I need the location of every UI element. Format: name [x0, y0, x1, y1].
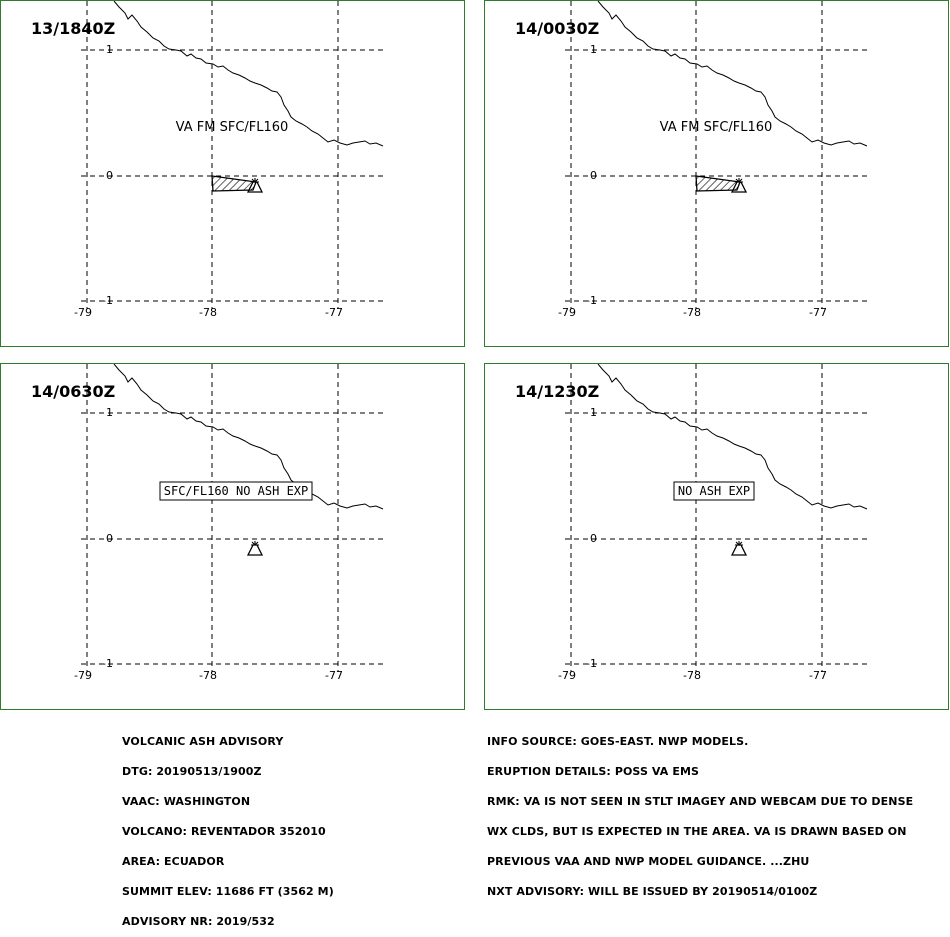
longitude-label: -79 — [74, 306, 92, 319]
volcano-icon — [730, 541, 748, 556]
coastline — [113, 364, 384, 510]
footer-left-line: VAAC: WASHINGTON — [122, 795, 251, 808]
longitude-label: -78 — [683, 306, 701, 319]
longitude-label: -78 — [683, 669, 701, 682]
ash-cloud-polygon — [695, 175, 741, 192]
map-canvas: 1 0 -1 -79 -78 -77 NO ASH EXP — [558, 364, 870, 682]
footer-left-line: VOLCANO: REVENTADOR 352010 — [122, 825, 326, 838]
latitude-label: 1 — [106, 43, 113, 56]
latitude-label: 1 — [590, 43, 597, 56]
map-panel: 1 0 -1 -79 -78 -77 VA FM SFC/FL160 14/0030Z — [484, 0, 949, 347]
map-panel: 1 0 -1 -79 -78 -77 VA FM SFC/FL160 13/1840Z — [0, 0, 465, 347]
panel-valid-time: 14/0630Z — [31, 382, 116, 401]
footer-right-line: WX CLDS, BUT IS EXPECTED IN THE AREA. VA… — [487, 825, 907, 838]
longitude-label: -79 — [558, 306, 576, 319]
longitude-label: -77 — [325, 306, 343, 319]
map-canvas: 1 0 -1 -79 -78 -77 SFC/FL160 NO ASH EXP — [74, 364, 386, 682]
forecast-label: SFC/FL160 NO ASH EXP — [164, 484, 309, 498]
coastline — [113, 1, 384, 147]
latitude-label: -1 — [586, 657, 597, 670]
longitude-label: -77 — [809, 306, 827, 319]
footer-right-line: RMK: VA IS NOT SEEN IN STLT IMAGEY AND W… — [487, 795, 914, 808]
longitude-label: -78 — [199, 306, 217, 319]
ash-cloud-polygon — [211, 175, 257, 192]
advisory-header-block: VOLCANIC ASH ADVISORY DTG: 20190513/1900… — [122, 717, 334, 937]
footer-right-line: PREVIOUS VAA AND NWP MODEL GUIDANCE. ...… — [487, 855, 810, 868]
map-panel: 1 0 -1 -79 -78 -77 SFC/FL160 NO ASH EXP 14/0630… — [0, 363, 465, 710]
volcano-icon — [730, 178, 748, 193]
ash-layer-label: VA FM SFC/FL160 — [176, 120, 289, 135]
footer-left-line: VOLCANIC ASH ADVISORY — [122, 735, 284, 748]
longitude-label: -77 — [325, 669, 343, 682]
map-canvas: 1 0 -1 -79 -78 -77 VA FM SFC/FL160 — [558, 1, 870, 319]
latitude-label: 0 — [590, 532, 597, 545]
volcano-icon — [246, 541, 264, 556]
longitude-label: -77 — [809, 669, 827, 682]
map-panel: 1 0 -1 -79 -78 -77 NO ASH EXP 14/1230Z — [484, 363, 949, 710]
ash-layer-label: VA FM SFC/FL160 — [660, 120, 773, 135]
footer-left-line: ADVISORY NR: 2019/532 — [122, 915, 275, 928]
forecast-label-box — [159, 481, 313, 501]
map-canvas: 1 0 -1 -79 -78 -77 VA FM SFC/FL160 — [74, 1, 386, 319]
longitude-label: -79 — [558, 669, 576, 682]
panel-valid-time: 14/0030Z — [515, 19, 600, 38]
coastline — [597, 1, 868, 147]
latitude-label: -1 — [586, 294, 597, 307]
panel-valid-time: 14/1230Z — [515, 382, 600, 401]
latitude-label: 0 — [106, 532, 113, 545]
footer-left-line: SUMMIT ELEV: 11686 FT (3562 M) — [122, 885, 334, 898]
latitude-label: -1 — [102, 657, 113, 670]
panel-valid-time: 13/1840Z — [31, 19, 116, 38]
footer-right-line: INFO SOURCE: GOES-EAST. NWP MODELS. — [487, 735, 749, 748]
footer-left-line: DTG: 20190513/1900Z — [122, 765, 262, 778]
latitude-label: 1 — [106, 406, 113, 419]
forecast-label: NO ASH EXP — [678, 484, 750, 498]
latitude-label: 1 — [590, 406, 597, 419]
coastline — [597, 364, 868, 510]
volcano-icon — [246, 178, 264, 193]
advisory-remarks-block: INFO SOURCE: GOES-EAST. NWP MODELS. ERUP… — [487, 717, 913, 907]
latitude-label: -1 — [102, 294, 113, 307]
longitude-label: -79 — [74, 669, 92, 682]
latitude-label: 0 — [590, 169, 597, 182]
longitude-label: -78 — [199, 669, 217, 682]
footer-right-line: NXT ADVISORY: WILL BE ISSUED BY 20190514… — [487, 885, 818, 898]
footer-left-line: AREA: ECUADOR — [122, 855, 225, 868]
footer-right-line: ERUPTION DETAILS: POSS VA EMS — [487, 765, 700, 778]
forecast-label-box — [673, 481, 755, 501]
latitude-label: 0 — [106, 169, 113, 182]
